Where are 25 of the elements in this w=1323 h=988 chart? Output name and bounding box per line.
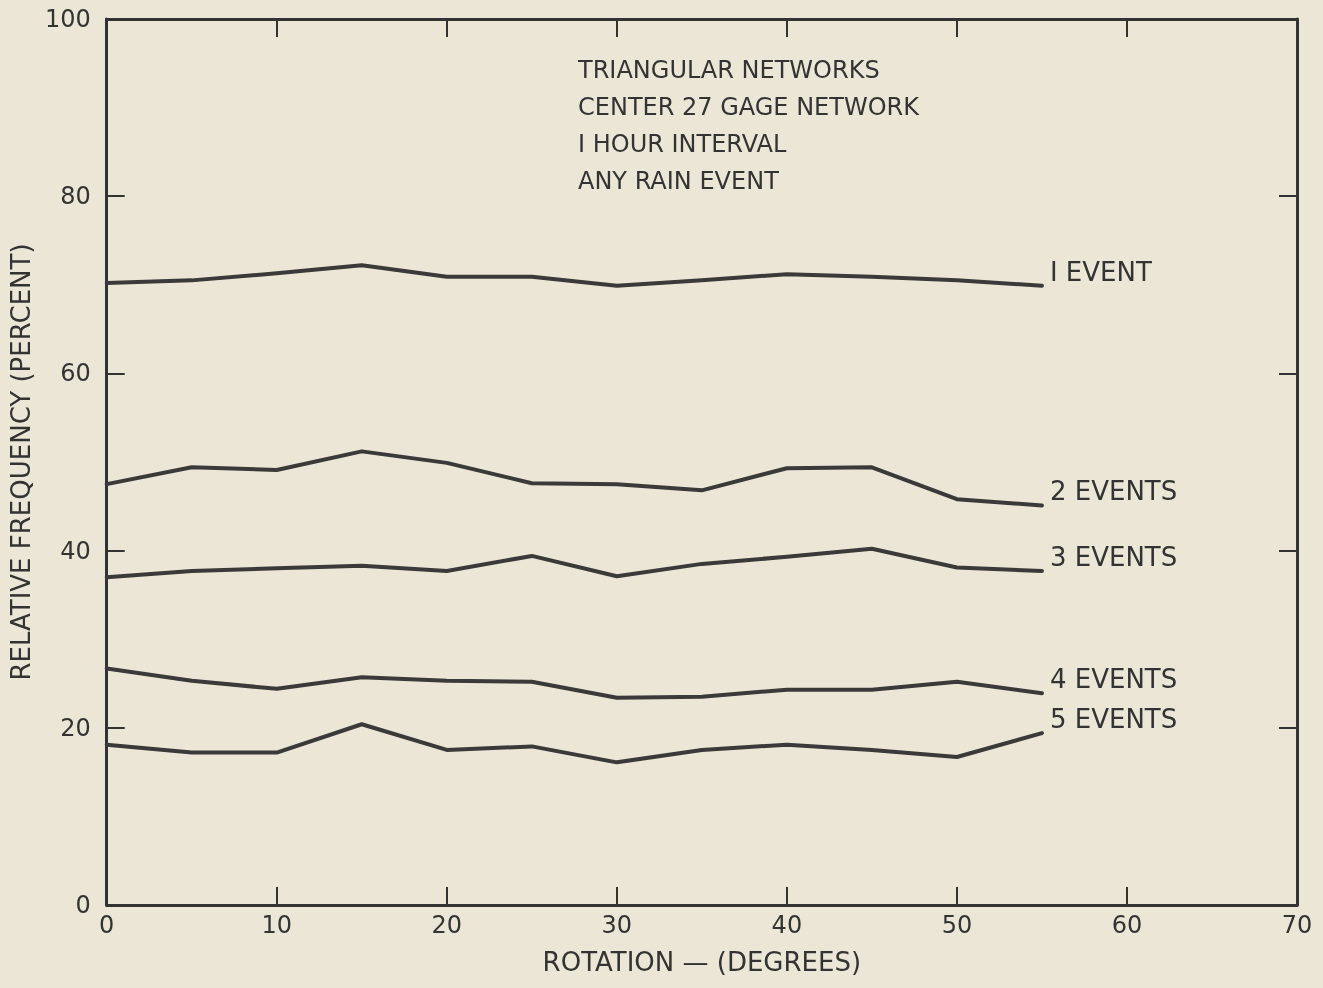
x-tick-label: 60 [1111,911,1143,939]
x-tick-label: 10 [261,911,293,939]
y-tick-label: 40 [60,536,91,565]
x-tick-label: 70 [1281,911,1313,939]
x-tick-label: 30 [601,911,633,939]
y-tick-label: 20 [60,713,91,742]
annotation: CENTER 27 GAGE NETWORK [578,93,921,121]
x-tick-label: 20 [431,911,463,939]
y-tick-label: 60 [60,359,91,388]
y-tick-label: 0 [75,891,91,919]
x-tick-label: 0 [99,911,115,939]
x-tick-label: 50 [941,911,973,939]
y-tick-label: 100 [44,5,91,33]
series-label: I EVENT [1049,256,1152,287]
series-label: 5 EVENTS [1049,704,1178,735]
annotation: I HOUR INTERVAL [578,130,788,158]
series-label: 3 EVENTS [1049,541,1178,572]
annotation: ANY RAIN EVENT [578,167,780,195]
annotation: TRIANGULAR NETWORKS [577,56,880,84]
y-tick-label: 80 [60,182,91,211]
series-label: 2 EVENTS [1049,476,1178,507]
series-label: 4 EVENTS [1049,664,1178,695]
y-axis-title: RELATIVE FREQUENCY (PERCENT) [6,243,36,681]
x-tick-label: 40 [771,911,803,939]
x-axis-title: ROTATION — (DEGREES) [542,947,862,977]
